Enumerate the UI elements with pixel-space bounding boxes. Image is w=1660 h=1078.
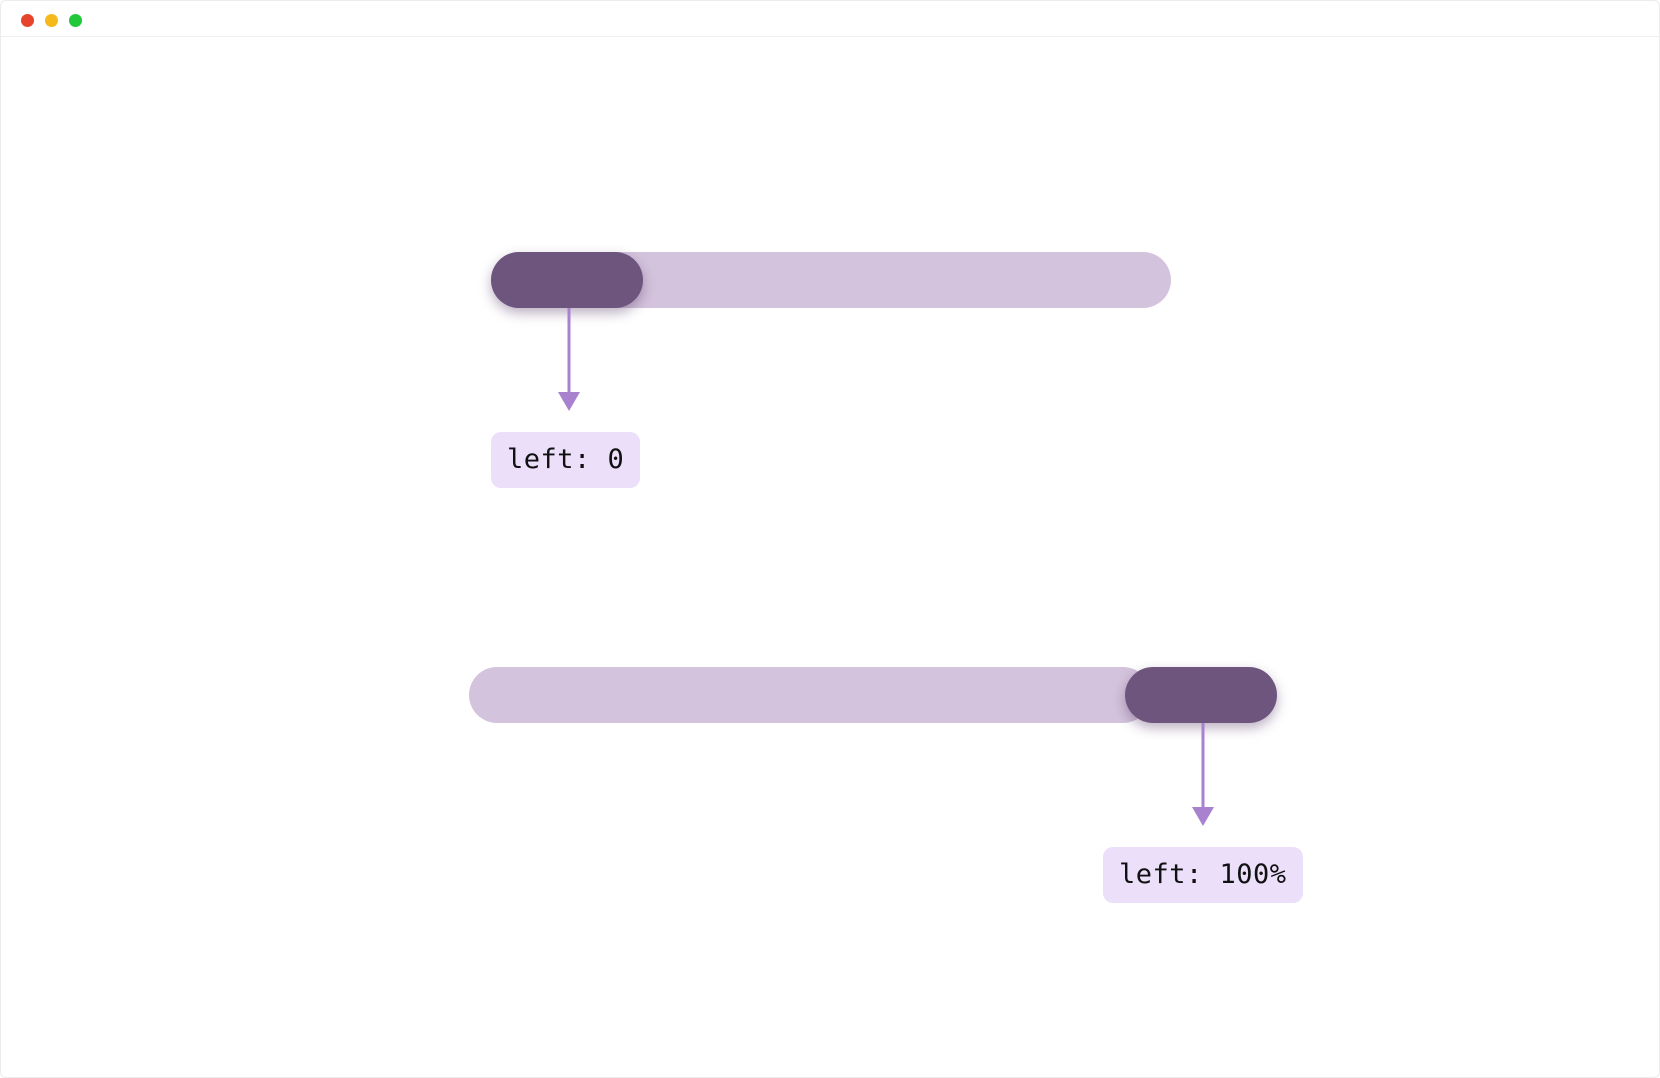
slider-track-end[interactable] <box>469 667 1151 723</box>
down-arrow-icon <box>557 308 581 412</box>
minimize-window-button[interactable] <box>45 14 58 27</box>
slider-thumb-start[interactable] <box>491 252 643 308</box>
down-arrow-icon <box>1191 723 1215 827</box>
position-label-end: left: 100% <box>1103 847 1303 903</box>
maximize-window-button[interactable] <box>69 14 82 27</box>
slider-thumb-end[interactable] <box>1125 667 1277 723</box>
position-label-start: left: 0 <box>491 432 641 488</box>
close-window-button[interactable] <box>21 14 34 27</box>
window-titlebar <box>1 1 1659 37</box>
